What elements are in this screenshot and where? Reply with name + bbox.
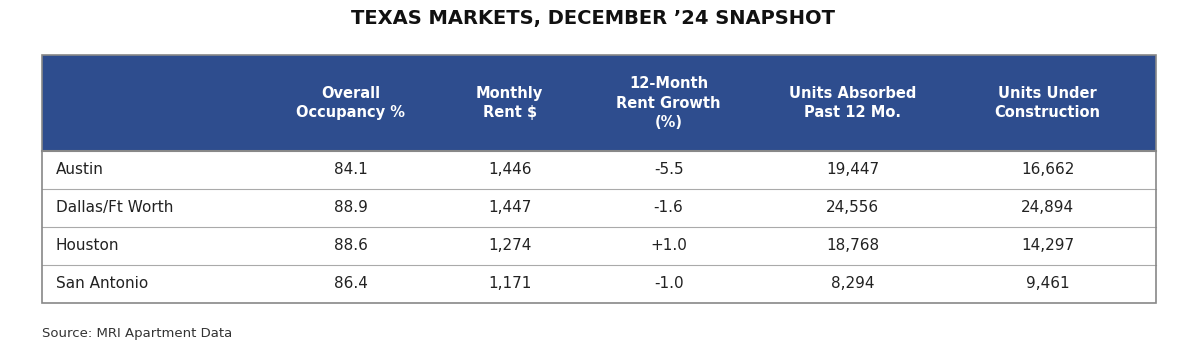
Text: 9,461: 9,461 [1026, 276, 1070, 291]
Text: 12-Month
Rent Growth
(%): 12-Month Rent Growth (%) [617, 76, 721, 130]
Text: TEXAS MARKETS, DECEMBER ’24 SNAPSHOT: TEXAS MARKETS, DECEMBER ’24 SNAPSHOT [351, 9, 835, 28]
Text: 1,274: 1,274 [489, 238, 531, 253]
Text: Units Absorbed
Past 12 Mo.: Units Absorbed Past 12 Mo. [789, 86, 917, 120]
Text: Houston: Houston [56, 238, 120, 253]
Text: San Antonio: San Antonio [56, 276, 148, 291]
Text: -5.5: -5.5 [653, 162, 683, 177]
Text: 1,447: 1,447 [489, 200, 531, 215]
Text: 88.6: 88.6 [334, 238, 368, 253]
Text: 84.1: 84.1 [334, 162, 368, 177]
Text: Monthly
Rent $: Monthly Rent $ [476, 86, 543, 120]
Text: 24,894: 24,894 [1021, 200, 1075, 215]
Text: Source: MRI Apartment Data: Source: MRI Apartment Data [42, 327, 231, 340]
Text: +1.0: +1.0 [650, 238, 687, 253]
Text: 16,662: 16,662 [1021, 162, 1075, 177]
Text: -1.0: -1.0 [653, 276, 683, 291]
Text: 18,768: 18,768 [825, 238, 879, 253]
Text: 88.9: 88.9 [334, 200, 368, 215]
Text: 24,556: 24,556 [825, 200, 879, 215]
Text: 8,294: 8,294 [831, 276, 874, 291]
Text: 19,447: 19,447 [825, 162, 879, 177]
Text: -1.6: -1.6 [653, 200, 683, 215]
Text: Units Under
Construction: Units Under Construction [995, 86, 1101, 120]
Text: 1,446: 1,446 [487, 162, 531, 177]
Text: Overall
Occupancy %: Overall Occupancy % [296, 86, 406, 120]
Text: Dallas/Ft Worth: Dallas/Ft Worth [56, 200, 173, 215]
Text: Austin: Austin [56, 162, 103, 177]
Text: 14,297: 14,297 [1021, 238, 1075, 253]
Text: 86.4: 86.4 [334, 276, 368, 291]
Text: 1,171: 1,171 [489, 276, 531, 291]
